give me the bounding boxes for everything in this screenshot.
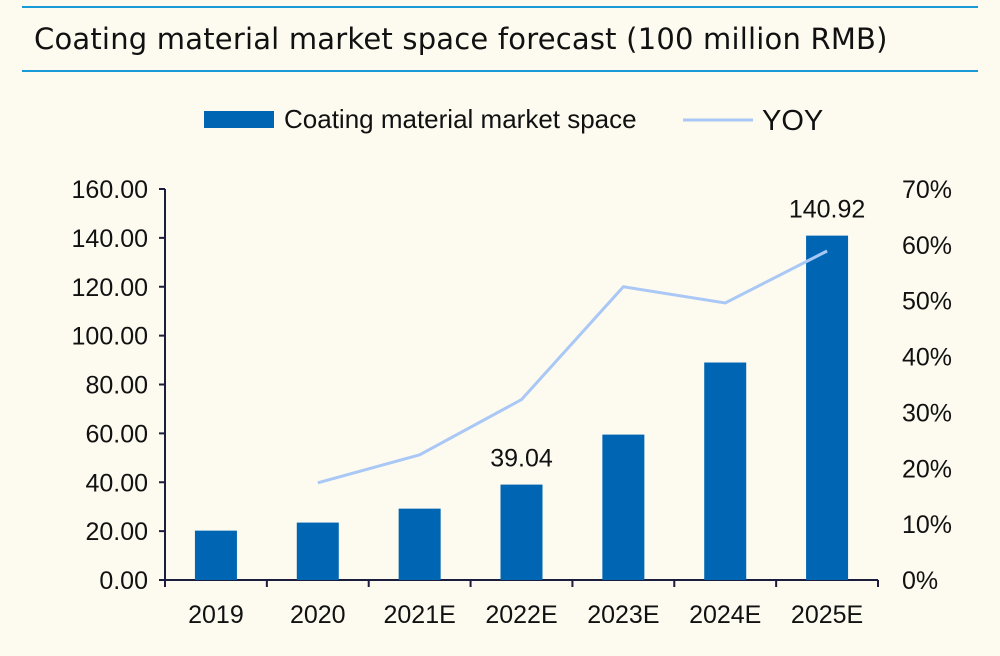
x-tick-label: 2023E [587, 601, 659, 629]
y-tick-label: 0.00 [99, 567, 148, 595]
legend-line-label: YOY [762, 105, 823, 137]
bar-2021E [398, 508, 441, 580]
bar-2020 [296, 522, 339, 580]
y-tick-label: 160.00 [72, 176, 148, 204]
x-tick-label: 2022E [485, 601, 557, 629]
bar-2024E [704, 362, 747, 580]
legend-bar-label: Coating material market space [284, 104, 637, 134]
x-tick-label: 2025E [791, 601, 863, 629]
bar-2022E [500, 484, 543, 580]
y2-tick-label: 20% [902, 455, 952, 483]
legend: Coating material market space YOY [204, 104, 823, 137]
x-tick-label: 2021E [383, 601, 455, 629]
y-tick-label: 100.00 [72, 323, 148, 351]
yoy-line [317, 249, 828, 485]
bar-2025E [806, 235, 849, 580]
y2-tick-label: 0% [902, 567, 938, 595]
title-underline [22, 70, 978, 72]
data-label: 140.92 [789, 196, 865, 224]
x-tick-label: 2024E [689, 601, 761, 629]
x-tick-label: 2019 [188, 601, 244, 629]
top-rule [22, 6, 978, 8]
bar-2019 [194, 530, 237, 580]
y2-tick-label: 70% [902, 176, 952, 204]
y2-tick-label: 60% [902, 232, 952, 260]
y-tick-label: 80.00 [85, 372, 148, 400]
x-tick-label: 2020 [290, 601, 346, 629]
data-label: 39.04 [490, 445, 553, 473]
legend-bar-swatch [204, 111, 274, 128]
chart-title: Coating material market space forecast (… [34, 22, 888, 56]
y2-tick-label: 50% [902, 288, 952, 316]
y-tick-label: 20.00 [85, 518, 148, 546]
y-tick-label: 140.00 [72, 225, 148, 253]
y-tick-label: 120.00 [72, 274, 148, 302]
y2-tick-label: 40% [902, 344, 952, 372]
y2-tick-label: 30% [902, 399, 952, 427]
y-tick-label: 40.00 [85, 469, 148, 497]
bar-2023E [602, 434, 645, 580]
y2-tick-label: 10% [902, 511, 952, 539]
y-tick-label: 60.00 [85, 420, 148, 448]
